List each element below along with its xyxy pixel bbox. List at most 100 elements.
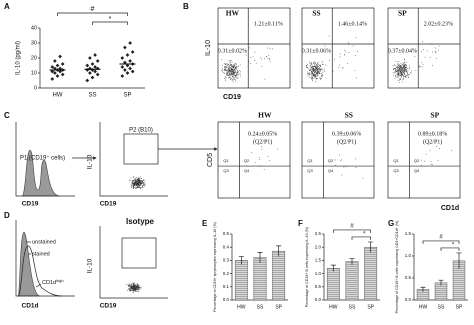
event-dot (144, 183, 146, 185)
event-dot (138, 184, 140, 185)
event-dot (406, 72, 408, 73)
event-dot (313, 69, 314, 71)
event-dot (309, 65, 311, 67)
event-dot (312, 66, 314, 67)
event-dot (307, 72, 309, 74)
event-dot (234, 79, 236, 81)
event-dot (315, 81, 317, 82)
data-point (123, 45, 127, 50)
event-dot (425, 153, 427, 155)
event-dot (221, 59, 223, 61)
event-dot (341, 159, 343, 161)
event-dot (421, 61, 422, 63)
event-dot (313, 63, 315, 64)
event-dot (403, 72, 405, 74)
event-dot (423, 49, 424, 50)
event-dot (134, 289, 135, 291)
event-dot (230, 74, 231, 76)
event-dot (308, 73, 310, 75)
event-dot (144, 185, 145, 187)
event-dot (131, 186, 132, 188)
y-tick-label: 2.5 (315, 231, 322, 236)
event-dot (233, 69, 235, 71)
event-dot (313, 73, 315, 75)
event-dot (256, 62, 258, 64)
y-tick-label: 10 (31, 70, 37, 76)
event-dot (222, 67, 223, 69)
event-dot (320, 79, 321, 81)
event-dot (321, 64, 323, 65)
event-dot (140, 182, 141, 183)
event-dot (136, 285, 137, 287)
event-dot (233, 67, 234, 68)
event-dot (228, 69, 230, 70)
event-dot (339, 64, 340, 66)
event-dot (404, 62, 406, 64)
event-dot (306, 65, 307, 67)
event-dot (135, 176, 137, 178)
event-dot (400, 72, 401, 74)
event-dot (235, 67, 237, 69)
event-dot (136, 285, 138, 286)
event-dot (311, 67, 312, 69)
event-dot (226, 72, 227, 74)
event-dot (309, 63, 311, 64)
event-dot (317, 66, 318, 68)
event-dot (399, 69, 401, 71)
event-dot (233, 78, 234, 80)
event-dot (312, 70, 314, 72)
quadrant-label: Q1 (223, 158, 229, 163)
plot-title: HW (226, 9, 240, 18)
y-tick-label: 0.2 (223, 271, 230, 276)
event-dot (318, 72, 320, 73)
event-dot (311, 62, 313, 64)
event-dot (403, 71, 405, 73)
event-dot (234, 71, 235, 73)
event-dot (233, 68, 235, 69)
event-dot (400, 65, 401, 66)
gate-note: (Q2/P1) (337, 138, 356, 145)
event-dot (139, 181, 140, 182)
event-dot (404, 59, 406, 61)
gate-label: P2 (B10) (129, 128, 153, 134)
marker-name: CD1d (42, 280, 56, 286)
event-dot (133, 183, 135, 185)
event-dot (397, 74, 399, 76)
axis-title: Percentage of CD19+ lymphocytes expressi… (213, 222, 217, 312)
event-dot (422, 63, 424, 65)
event-dot (132, 181, 133, 182)
event-dot (230, 73, 232, 74)
event-dot (408, 65, 410, 67)
event-dot (229, 66, 231, 68)
event-dot (317, 64, 319, 66)
event-dot (136, 182, 138, 184)
x-tick-label: SP (275, 304, 282, 310)
event-dot (392, 68, 394, 70)
event-dot (316, 72, 318, 74)
event-dot (317, 68, 319, 69)
event-dot (133, 182, 135, 184)
event-dot (404, 64, 405, 66)
event-dot (132, 292, 134, 293)
event-dot (403, 68, 405, 70)
event-dot (400, 67, 402, 68)
event-dot (316, 62, 318, 64)
event-dot (138, 178, 140, 179)
event-dot (259, 159, 261, 160)
event-dot (233, 72, 235, 74)
event-dot (264, 58, 265, 60)
gate (123, 133, 159, 165)
event-dot (137, 179, 138, 181)
event-dot (347, 63, 348, 64)
event-dot (131, 289, 132, 291)
event-dot (419, 66, 420, 68)
event-dot (317, 73, 318, 74)
event-dot (135, 187, 137, 188)
event-dot (232, 66, 233, 67)
event-dot (140, 287, 141, 288)
event-dot (230, 63, 231, 65)
event-dot (312, 74, 314, 76)
event-dot (400, 78, 401, 80)
event-dot (406, 65, 407, 67)
event-dot (133, 289, 135, 290)
